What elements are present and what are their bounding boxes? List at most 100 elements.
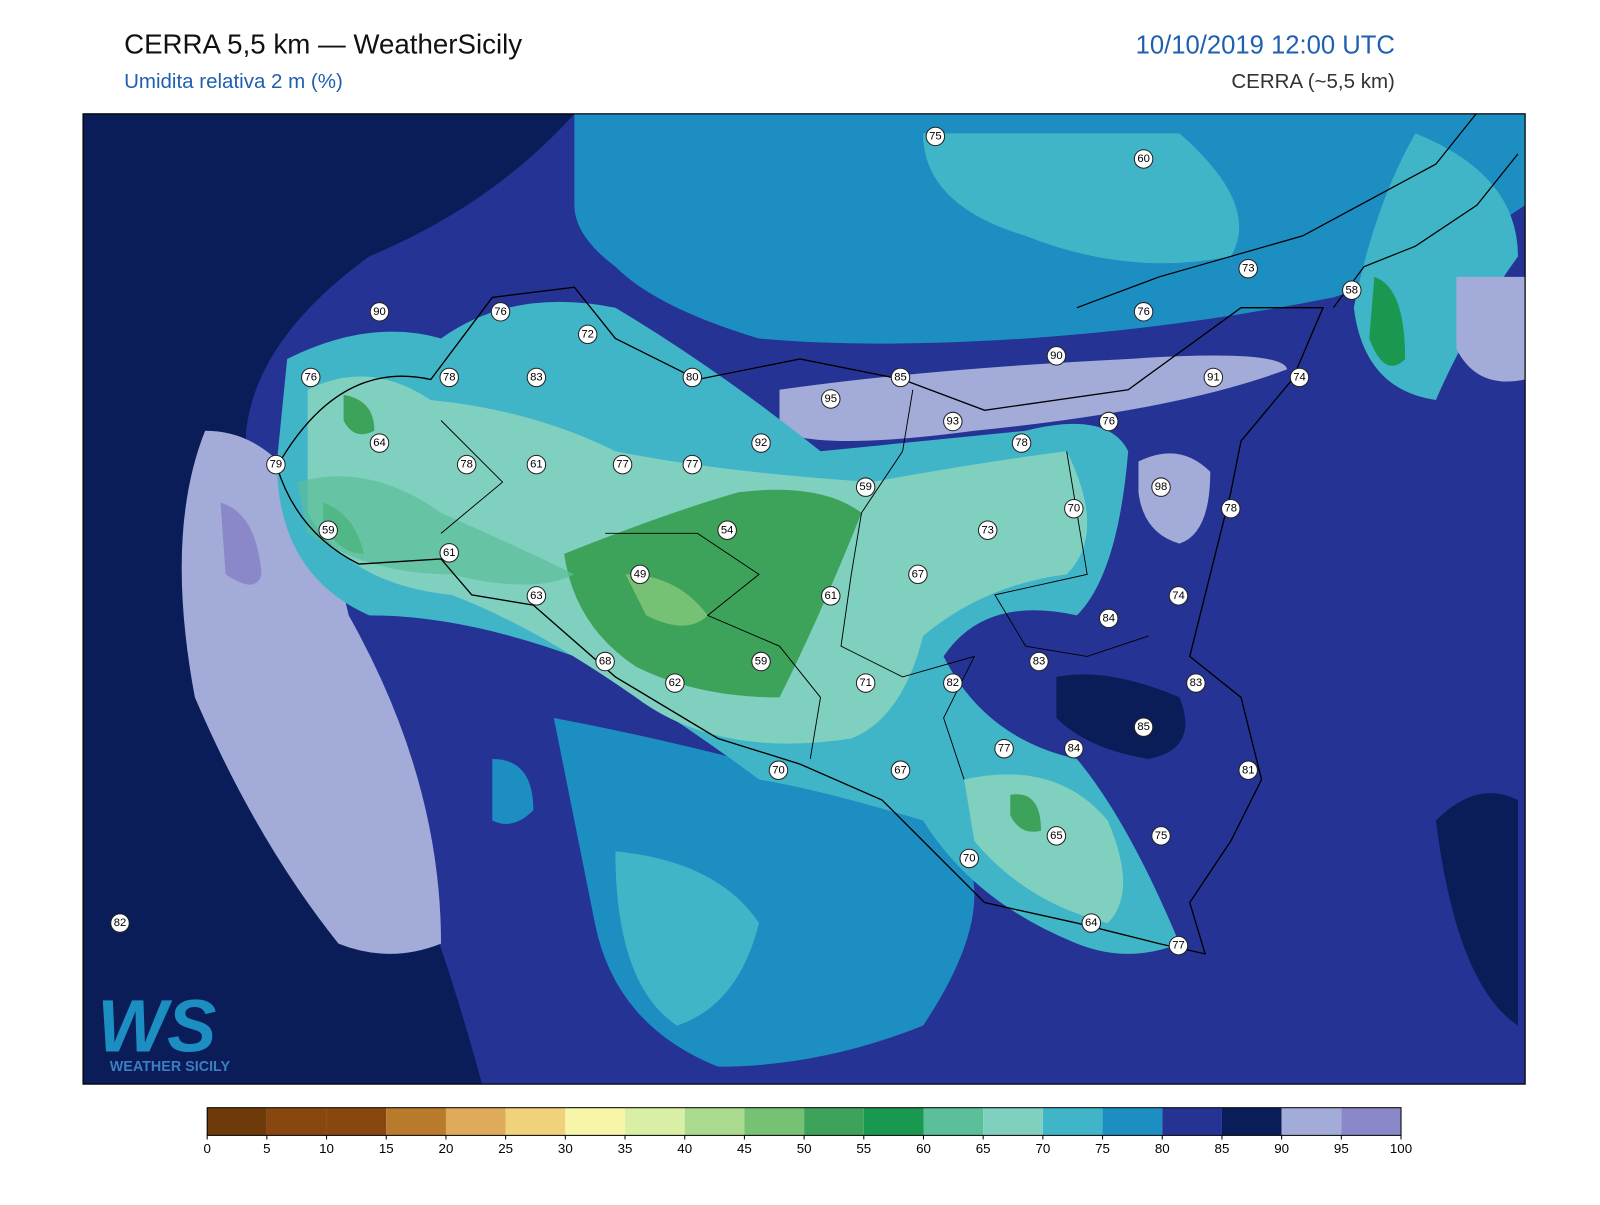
logo-mark: WS [97,984,216,1067]
station-marker [751,433,771,453]
station-value: 71 [859,677,872,689]
station-marker [1064,738,1084,759]
field [1138,453,1211,544]
station-value: 95 [825,393,838,405]
field [964,774,1124,924]
station-value: 77 [686,459,699,471]
station-value: 85 [894,371,907,383]
colorbar-tick-label: 30 [558,1141,573,1156]
station-marker [977,520,998,540]
station-value: 76 [1137,306,1150,318]
station-value: 82 [947,677,960,689]
colorbar-swatch [445,1107,506,1136]
station-marker [890,760,911,780]
colorbar-swatch [326,1107,387,1136]
station-value: 81 [1242,764,1255,776]
field [220,502,262,585]
station-value: 59 [322,524,335,536]
title: CERRA 5,5 km — WeatherSicily [124,28,522,59]
colorbar-swatch [684,1107,745,1136]
station-value: 61 [443,547,456,559]
colorbar-swatch [505,1107,566,1136]
station-value: 74 [1172,590,1185,602]
station-marker [821,389,841,409]
station-marker [1064,498,1084,519]
station-value: 75 [1155,830,1168,842]
field [615,851,759,1026]
station-value: 60 [1137,153,1150,165]
field [83,113,575,1085]
station-marker [959,848,979,869]
station-value: 78 [1225,503,1238,515]
station-value: 83 [1190,677,1203,689]
station-value: 78 [1015,437,1028,449]
station-marker [1342,280,1362,300]
station-value: 63 [530,590,543,602]
station-marker [526,367,547,388]
station-marker [1168,935,1189,956]
station-value: 58 [1346,284,1359,296]
station-marker [1186,673,1206,693]
province-border [440,389,1149,780]
station-marker [1046,826,1067,846]
station-marker [1029,651,1049,672]
colorbar-swatch [923,1107,984,1136]
colorbar-swatch [1281,1107,1342,1136]
station-marker [1133,302,1154,322]
station-marker [318,520,338,540]
colorbar-tick-label: 0 [203,1141,210,1156]
station-value: 77 [1172,940,1185,952]
station-marker [439,543,459,563]
station-value: 65 [1050,830,1063,842]
colorbar-swatch [1341,1107,1402,1136]
station-value: 83 [530,371,543,383]
colorbar-swatch [625,1107,685,1136]
station-marker [908,564,928,585]
station-marker [369,302,390,322]
station-value: 49 [634,568,647,580]
field [492,758,534,824]
station-marker [1168,586,1189,606]
colorbar: 0 5 10 15 20 25 30 35 40 45 50 55 60 65 70 75 80 85 90 95 10… [203,1107,1412,1156]
station-marker [1098,411,1119,432]
colorbar-swatch [983,1107,1043,1136]
station-marker [890,367,911,388]
field [923,133,1240,264]
station-marker [682,367,703,388]
station-marker [855,673,876,693]
station-marker [595,651,615,672]
station-marker [665,673,685,693]
station-marker [751,651,771,672]
station-value: 79 [270,459,283,471]
station-value: 85 [1137,721,1150,733]
logo: WS WEATHER SICILY [97,984,230,1074]
station-marker [1133,149,1154,169]
colorbar-tick-label: 50 [797,1141,812,1156]
colorbar-swatch [863,1107,924,1136]
colorbar-tick-label: 80 [1155,1141,1170,1156]
station-value: 76 [494,306,507,318]
station-value: 82 [114,917,127,929]
station-value: 90 [1050,350,1063,362]
station-value: 78 [460,459,473,471]
station-value: 84 [1102,612,1115,624]
station-marker [577,324,598,345]
station-value: 83 [1033,656,1046,668]
field [1456,276,1526,382]
station-labels: 75 60 73 58 90 76 72 76 90 76 78 83 80 85 91 74 95 93 76 92… [110,126,1362,956]
station-marker [1011,433,1032,453]
station-value: 76 [1102,416,1115,428]
station-marker [526,454,547,475]
colorbar-swatch [565,1107,626,1136]
station-marker [855,477,876,497]
station-value: 76 [305,371,318,383]
station-marker [456,454,477,475]
colorbar-tick-label: 90 [1274,1141,1289,1156]
station-value: 67 [894,764,907,776]
station-value: 74 [1293,371,1306,383]
station-value: 67 [912,568,925,580]
colorbar-swatch [1042,1107,1103,1136]
field [625,574,708,626]
station-marker [821,586,841,606]
